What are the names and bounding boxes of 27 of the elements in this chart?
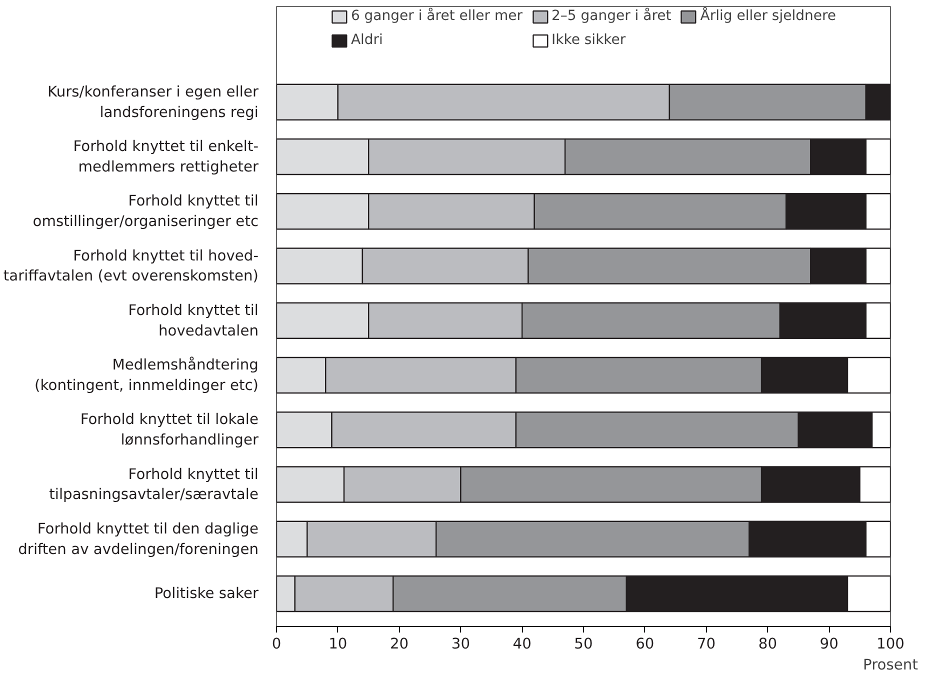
legend-label: Årlig eller sjeldnere xyxy=(700,8,836,24)
y-tick-label: Forhold knyttet til omstillinger/organiseringer etc xyxy=(32,192,259,230)
x-tick-label: 30 xyxy=(451,636,470,652)
y-tick-label: Forhold knyttet til hoved- tariffavtalen (evt overenskomsten) xyxy=(3,247,259,285)
x-tick-label: 40 xyxy=(512,636,532,652)
y-tick-label: Forhold knyttet til den daglige driften av avdelingen/foreningen xyxy=(18,520,259,558)
legend-label: 6 ganger i året eller mer xyxy=(350,8,522,24)
x-tick-label: 90 xyxy=(820,636,838,652)
x-tick-label: 20 xyxy=(390,636,409,652)
x-tick-label: 70 xyxy=(696,636,716,652)
y-tick-label: Forhold knyttet til enkelt- medlemmers rettigheter xyxy=(73,138,260,176)
x-axis-title: Prosent xyxy=(863,656,918,674)
y-tick-label: Politiske saker xyxy=(154,585,260,602)
x-tick-label: 0 xyxy=(272,636,282,652)
y-tick-label: Forhold knyttet til tilpasningsavtaler/særavtale xyxy=(49,466,259,504)
x-tick-label: 60 xyxy=(636,636,654,652)
x-tick-label: 80 xyxy=(758,636,778,652)
legend-label: 2–5 ganger i året xyxy=(551,8,672,24)
legend-label: Aldri xyxy=(350,32,383,48)
x-tick-label: 10 xyxy=(328,636,348,652)
y-tick-label: Forhold knyttet til lokale lønnsforhandlinger xyxy=(80,411,260,449)
x-tick-label: 50 xyxy=(574,636,593,652)
x-tick-label: 100 xyxy=(876,636,904,652)
y-tick-label: Forhold knyttet til hovedavtalen xyxy=(128,302,259,340)
legend-label: Ikke sikker xyxy=(551,32,626,48)
y-tick-label: Medlemshåndtering (kontingent, innmeldinger etc) xyxy=(34,356,259,394)
y-tick-label: Kurs/konferanser i egen eller landsforeningens regi xyxy=(47,83,260,121)
